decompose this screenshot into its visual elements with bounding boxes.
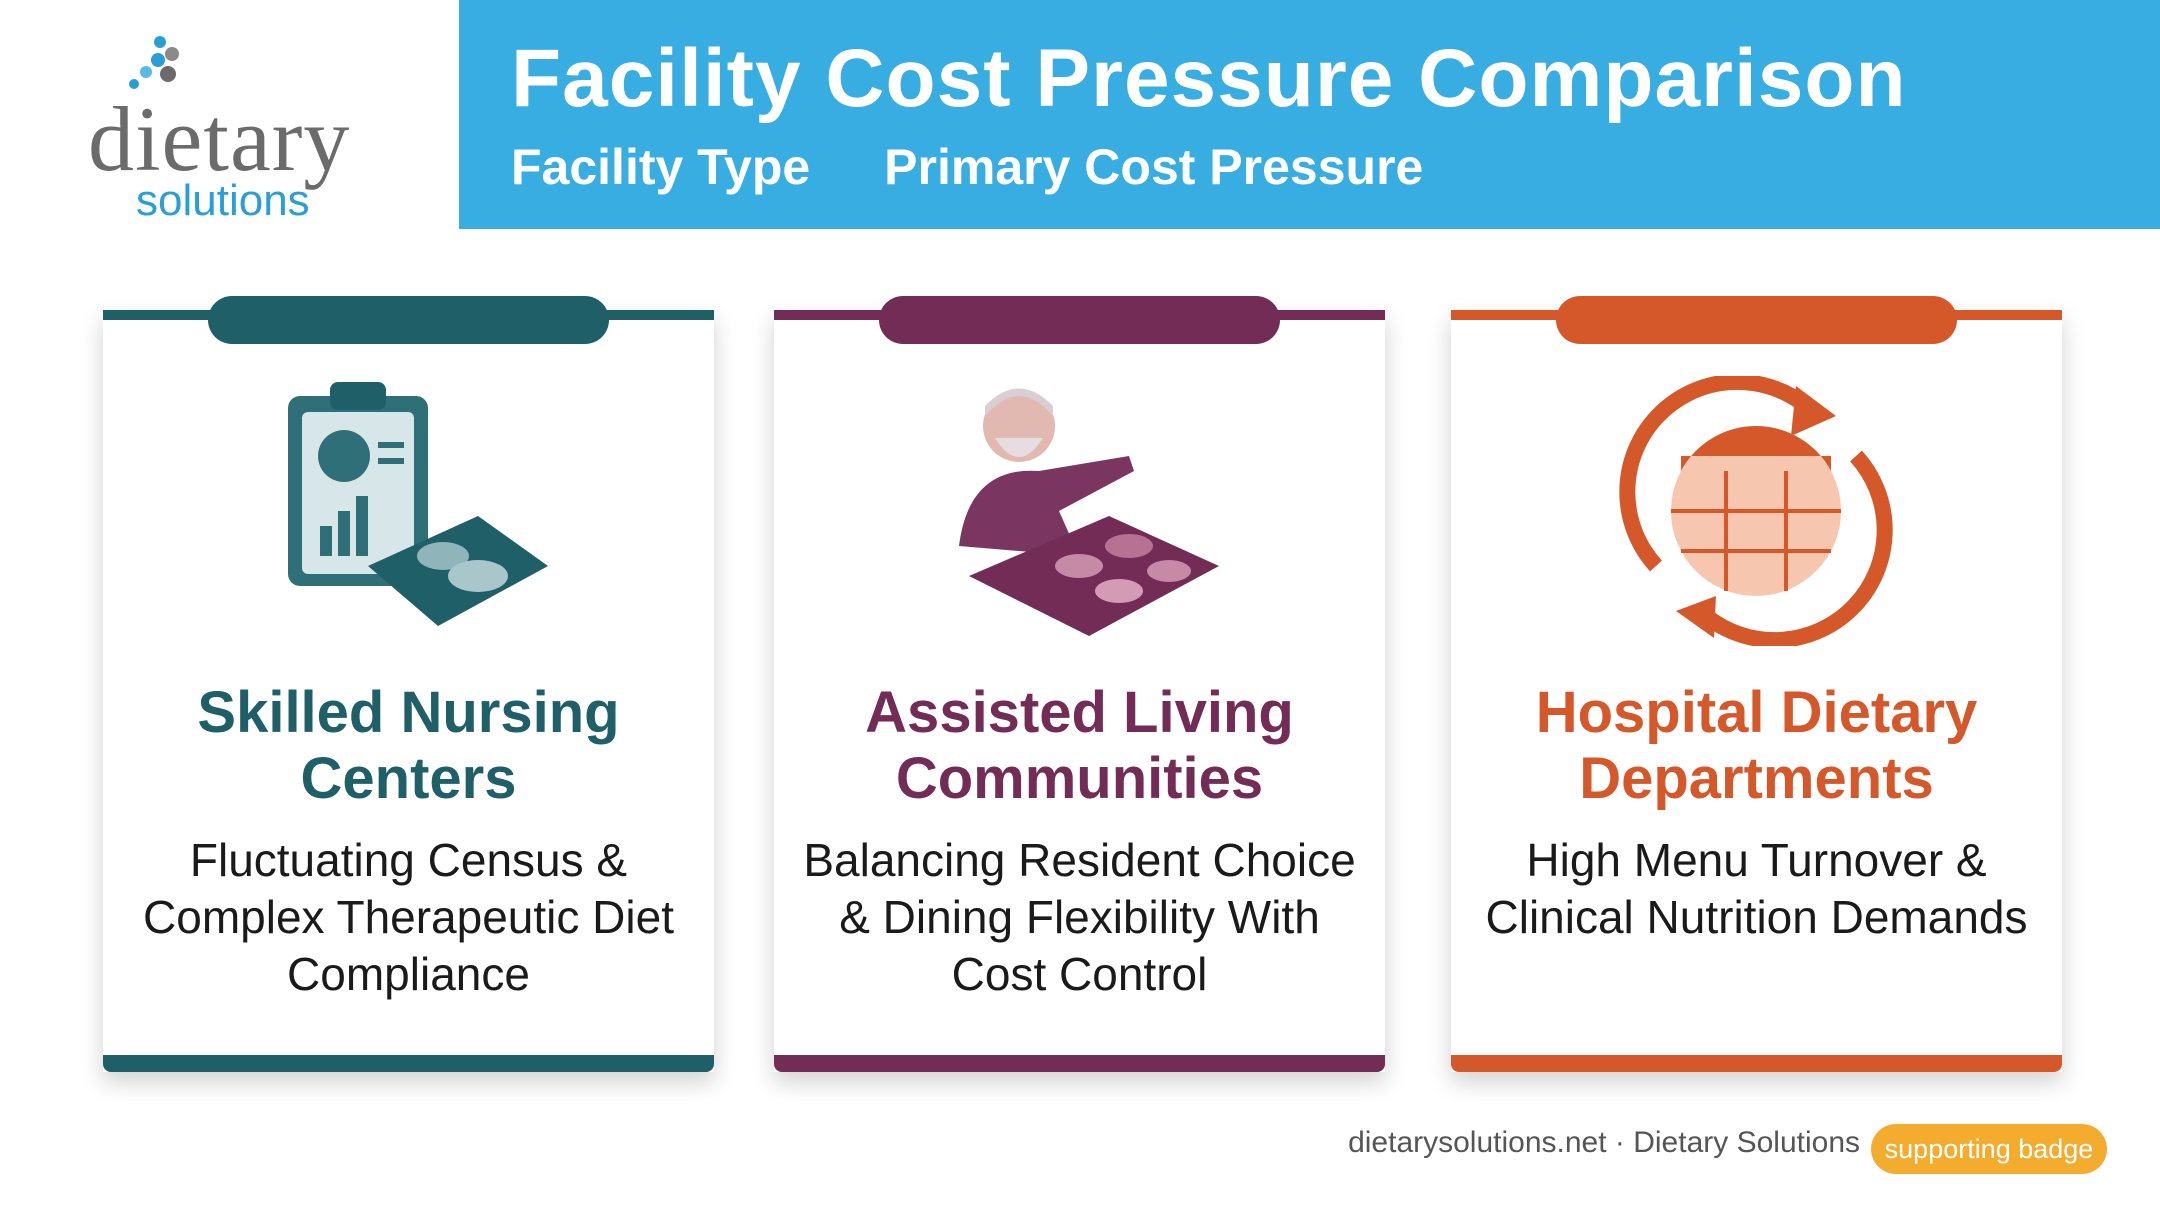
- card-title: Skilled Nursing Centers: [197, 680, 620, 811]
- logo-subword: solutions: [136, 176, 310, 225]
- title: Facility Cost Pressure Comparison: [511, 33, 1907, 124]
- logo: dietary solutions: [80, 30, 410, 225]
- column-label: Primary Cost Pressure: [884, 139, 1424, 195]
- resident-icon: [959, 388, 1219, 636]
- card: Hospital Dietary Departments High Menu T…: [1451, 296, 2062, 1072]
- card-title: Assisted Living Communities: [865, 680, 1294, 811]
- card-description: Fluctuating Census & Complex Therapeutic…: [143, 834, 674, 1000]
- card-bar: [774, 1055, 1385, 1072]
- menu-cycle-icon: [1619, 376, 1893, 646]
- card-tab: [208, 296, 609, 344]
- card-bar: [103, 1055, 714, 1072]
- column-label: Facility Type: [511, 139, 811, 195]
- logo-dots: [129, 36, 179, 89]
- card-tab: [1556, 296, 1957, 344]
- column-labels: Facility Type Primary Cost Pressure: [511, 138, 1423, 196]
- card: Assisted Living Communities Balancing Re…: [774, 296, 1385, 1072]
- logo-word: dietary: [88, 88, 351, 190]
- card-description: Balancing Resident Choice & Dining Flexi…: [803, 834, 1356, 1000]
- badge: supporting badge: [1871, 1124, 2107, 1174]
- card-tab: [879, 296, 1280, 344]
- clipboard-icon: [288, 382, 548, 626]
- card-title: Hospital Dietary Departments: [1535, 680, 1978, 811]
- footer-text: dietarysolutions.net · Dietary Solutions: [1348, 1126, 1860, 1159]
- card-description: High Menu Turnover & Clinical Nutrition …: [1485, 834, 2028, 943]
- header: Facility Cost Pressure Comparison Facili…: [459, 0, 2160, 229]
- card-bar: [1451, 1055, 2062, 1072]
- card: Skilled Nursing Centers Fluctuating Cens…: [103, 296, 714, 1072]
